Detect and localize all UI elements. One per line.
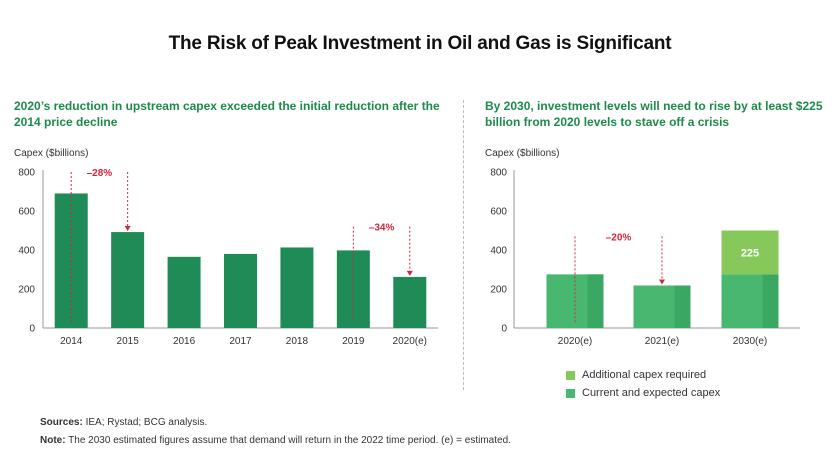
bar-2020(e) <box>393 276 427 328</box>
bar-current-shade-2030(e) <box>762 274 779 328</box>
right-chart-subtitle: By 2030, investment levels will need to … <box>485 99 823 129</box>
x-tick-label-1: 2021(e) <box>645 336 679 347</box>
x-tick-label-3: 2017 <box>229 336 252 347</box>
x-tick-label-4: 2018 <box>286 336 309 347</box>
y-tick-label-2: 400 <box>490 246 507 257</box>
left-chart-subtitle: 2020’s reduction in upstream capex excee… <box>14 99 440 129</box>
panel-divider <box>463 100 464 390</box>
legend: Additional capex required Current and ex… <box>566 366 720 402</box>
note-text: The 2030 estimated figures assume that d… <box>68 435 511 446</box>
change-label-0: –28% <box>87 168 113 179</box>
change-label-1: –34% <box>369 223 395 234</box>
y-tick-label-3: 600 <box>490 207 507 218</box>
legend-label-current: Current and expected capex <box>582 387 721 399</box>
bar-2016 <box>167 256 201 328</box>
footer-note: Note: The 2030 estimated figures assume … <box>40 432 511 450</box>
y-tick-label-4: 800 <box>490 168 507 179</box>
bar-additional-2030(e) <box>721 230 779 275</box>
note-label: Note: <box>40 435 66 446</box>
legend-swatch-current <box>566 388 575 398</box>
y-tick-label-0: 0 <box>501 324 507 335</box>
bar-2017 <box>224 253 257 328</box>
y-tick-label-2: 400 <box>18 246 35 257</box>
y-axis-label: Capex ($billions) <box>14 148 88 159</box>
x-tick-label-6: 2020(e) <box>393 336 427 347</box>
x-tick-label-0: 2014 <box>60 336 83 347</box>
change-arrow-0 <box>124 226 131 232</box>
chart-title: The Risk of Peak Investment in Oil and G… <box>168 33 672 54</box>
y-tick-label-1: 200 <box>18 285 35 296</box>
y-tick-label-1: 200 <box>490 285 507 296</box>
x-tick-label-2: 2016 <box>173 336 196 347</box>
bar-2015 <box>111 232 145 328</box>
y-tick-label-0: 0 <box>29 324 35 335</box>
footer-sources: Sources: IEA; Rystad; BCG analysis. <box>40 414 511 432</box>
legend-item-current: Current and expected capex <box>566 384 720 402</box>
change-label-r0: –20% <box>606 232 632 243</box>
bar-current-shade-2020(e) <box>587 274 604 328</box>
sources-label: Sources: <box>40 417 83 428</box>
bar-current-shade-2021(e) <box>674 285 691 328</box>
x-tick-label-2: 2030(e) <box>733 336 767 347</box>
change-arrow-r0 <box>659 279 665 285</box>
y-tick-label-4: 800 <box>18 168 35 179</box>
sources-text: IEA; Rystad; BCG analysis. <box>85 417 208 428</box>
y-tick-label-3: 600 <box>18 207 35 218</box>
footer: Sources: IEA; Rystad; BCG analysis. Note… <box>40 414 511 450</box>
legend-item-additional: Additional capex required <box>566 366 720 384</box>
x-tick-label-5: 2019 <box>342 336 365 347</box>
bar-2018 <box>280 247 314 328</box>
y-axis-label: Capex ($billions) <box>485 148 559 159</box>
legend-label-additional: Additional capex required <box>582 369 707 381</box>
change-arrow-1 <box>406 270 413 276</box>
legend-swatch-additional <box>566 370 575 380</box>
x-tick-label-0: 2020(e) <box>558 336 592 347</box>
x-tick-label-1: 2015 <box>117 336 140 347</box>
stack-label: 225 <box>741 247 759 259</box>
